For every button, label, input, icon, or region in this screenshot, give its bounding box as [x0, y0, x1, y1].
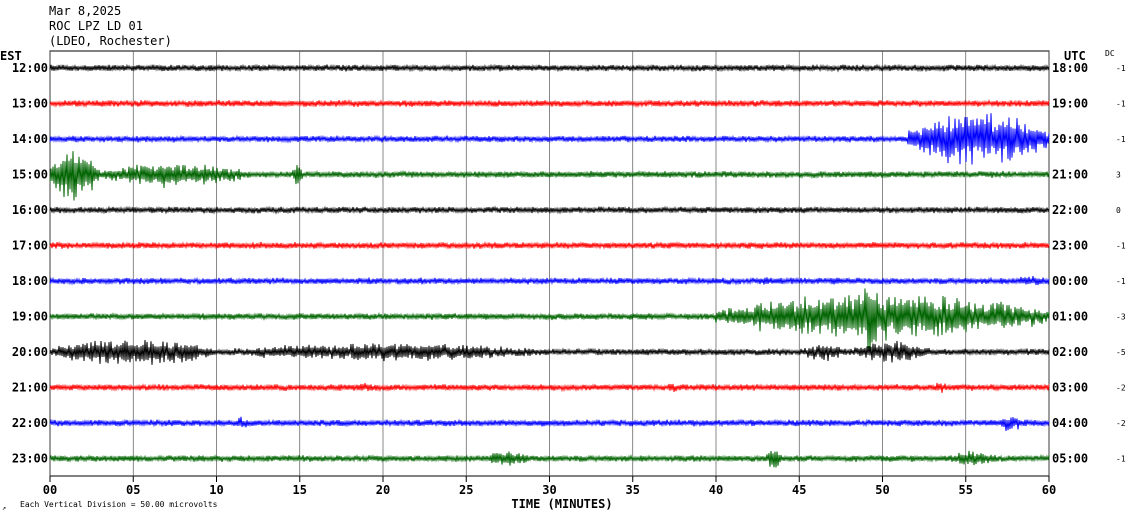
dc-offset-label: 3 — [1116, 171, 1121, 180]
x-tick-label: 05 — [126, 483, 140, 497]
x-tick-label: 00 — [43, 483, 57, 497]
dc-offset-label: -1 — [1116, 455, 1126, 464]
seismic-trace — [49, 288, 1050, 353]
x-tick-label: 30 — [542, 483, 556, 497]
seismic-trace — [49, 382, 1050, 393]
est-time-label: 22:00 — [12, 416, 48, 430]
seismic-trace — [49, 276, 1050, 286]
seismic-trace — [49, 339, 1050, 365]
utc-time-label: 22:00 — [1052, 203, 1088, 217]
x-tick-label: 45 — [792, 483, 806, 497]
x-tick-label: 50 — [875, 483, 889, 497]
dc-offset-label: -1 — [1116, 64, 1126, 73]
est-time-label: 23:00 — [12, 452, 48, 466]
est-time-label: 16:00 — [12, 203, 48, 217]
utc-time-label: 03:00 — [1052, 381, 1088, 395]
chart-grid — [49, 50, 1050, 482]
dc-offset-label: -2 — [1116, 384, 1126, 393]
seismic-trace — [49, 450, 1050, 468]
utc-time-label: 19:00 — [1052, 97, 1088, 111]
network-label: (LDEO, Rochester) — [49, 34, 172, 48]
est-time-label: 18:00 — [12, 274, 48, 288]
dc-offset-label: -1 — [1116, 242, 1126, 251]
dc-offset-label: -1 — [1116, 135, 1126, 144]
est-time-label: 20:00 — [12, 345, 48, 359]
utc-time-label: 01:00 — [1052, 310, 1088, 324]
seismic-trace — [49, 416, 1050, 432]
est-time-label: 17:00 — [12, 239, 48, 253]
utc-label: UTC — [1064, 49, 1086, 63]
utc-time-label: 05:00 — [1052, 452, 1088, 466]
utc-time-label: 18:00 — [1052, 61, 1088, 75]
utc-time-label: 20:00 — [1052, 132, 1088, 146]
est-time-label: 13:00 — [12, 97, 48, 111]
dc-offset-label: -3 — [1116, 313, 1126, 322]
est-time-label: 14:00 — [12, 132, 48, 146]
seismic-trace — [49, 205, 1050, 215]
date-label: Mar 8,2025 — [49, 4, 122, 18]
utc-time-label: 23:00 — [1052, 239, 1088, 253]
scale-marker-icon: ↗ — [2, 504, 6, 512]
est-time-label: 15:00 — [12, 168, 48, 182]
utc-time-label: 00:00 — [1052, 274, 1088, 288]
utc-time-label: 21:00 — [1052, 168, 1088, 182]
seismic-trace — [49, 99, 1050, 108]
seismic-trace — [49, 113, 1050, 165]
x-tick-label: 15 — [293, 483, 307, 497]
utc-time-label: 02:00 — [1052, 345, 1088, 359]
x-tick-label: 35 — [626, 483, 640, 497]
x-axis-title: TIME (MINUTES) — [511, 497, 612, 511]
x-tick-label: 25 — [459, 483, 473, 497]
seismic-trace — [49, 151, 1050, 201]
dc-label: DC — [1105, 49, 1115, 58]
x-tick-label: 10 — [209, 483, 223, 497]
est-time-label: 12:00 — [12, 61, 48, 75]
trace-layer — [49, 63, 1050, 468]
x-tick-label: 40 — [709, 483, 723, 497]
est-time-label: 19:00 — [12, 310, 48, 324]
utc-time-label: 04:00 — [1052, 416, 1088, 430]
x-tick-label: 20 — [376, 483, 390, 497]
x-tick-label: 60 — [1042, 483, 1056, 497]
dc-offset-label: -1 — [1116, 277, 1126, 286]
dc-offset-label: -5 — [1116, 348, 1126, 357]
seismic-trace — [49, 241, 1050, 250]
dc-offset-label: 0 — [1116, 206, 1121, 215]
station-label: ROC LPZ LD 01 — [49, 19, 143, 33]
est-label: EST — [0, 49, 22, 63]
dc-offset-label: -1 — [1116, 100, 1126, 109]
est-time-label: 21:00 — [12, 381, 48, 395]
dc-offset-label: -2 — [1116, 419, 1126, 428]
vertical-scale-note: Each Vertical Division = 50.00 microvolt… — [20, 500, 218, 509]
seismic-trace — [49, 63, 1050, 73]
x-tick-label: 55 — [959, 483, 973, 497]
